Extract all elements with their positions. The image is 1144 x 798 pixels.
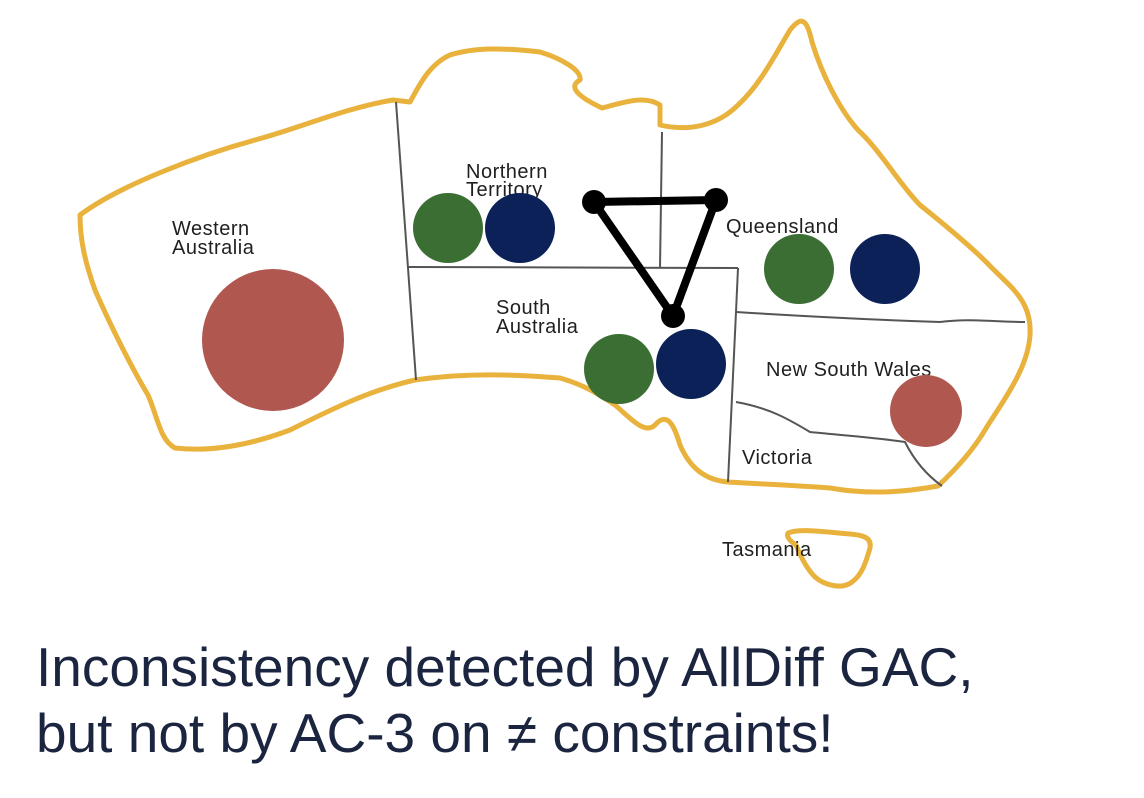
label-western-australia-2: Australia bbox=[172, 237, 255, 259]
qld-green-value bbox=[764, 234, 834, 304]
australia-map: Western Australia Northern Territory Sou… bbox=[77, 18, 1033, 589]
border-nt-sa bbox=[407, 266, 739, 269]
domain-values bbox=[202, 193, 962, 447]
constraint-triangle bbox=[582, 188, 728, 328]
alldiff-constraint-edges bbox=[590, 196, 720, 320]
caption: Inconsistency detected by AllDiff GAC, b… bbox=[36, 634, 1136, 766]
border-sa-qld-nsw-vic bbox=[727, 267, 739, 483]
region-labels: Western Australia Northern Territory Sou… bbox=[172, 161, 932, 561]
tasmania-outline bbox=[785, 528, 873, 589]
border-qld-nsw bbox=[735, 311, 1026, 324]
border-wa-nt-sa bbox=[395, 101, 417, 381]
nt-green-value bbox=[413, 193, 483, 263]
sa-blue-value bbox=[656, 329, 726, 399]
qld-blue-value bbox=[850, 234, 920, 304]
wa-red-value bbox=[202, 269, 344, 411]
label-tasmania: Tasmania bbox=[722, 539, 812, 561]
nt-blue-value bbox=[485, 193, 555, 263]
label-south-australia-2: Australia bbox=[496, 316, 579, 338]
node-northern-territory bbox=[582, 190, 606, 214]
caption-line-1: Inconsistency detected by AllDiff GAC, bbox=[36, 636, 974, 698]
label-south-australia: South bbox=[496, 297, 551, 319]
caption-line-2: but not by AC-3 on ≠ constraints! bbox=[36, 702, 834, 764]
label-northern-territory: Northern bbox=[466, 161, 548, 183]
node-queensland bbox=[704, 188, 728, 212]
border-nsw-vic bbox=[735, 401, 943, 487]
nsw-red-value bbox=[890, 375, 962, 447]
node-south-australia bbox=[661, 304, 685, 328]
label-queensland: Queensland bbox=[726, 216, 839, 238]
sa-green-value bbox=[584, 334, 654, 404]
label-victoria: Victoria bbox=[742, 447, 813, 469]
label-western-australia: Western bbox=[172, 218, 250, 240]
mainland-outline bbox=[77, 18, 1033, 495]
label-new-south-wales: New South Wales bbox=[766, 359, 932, 381]
